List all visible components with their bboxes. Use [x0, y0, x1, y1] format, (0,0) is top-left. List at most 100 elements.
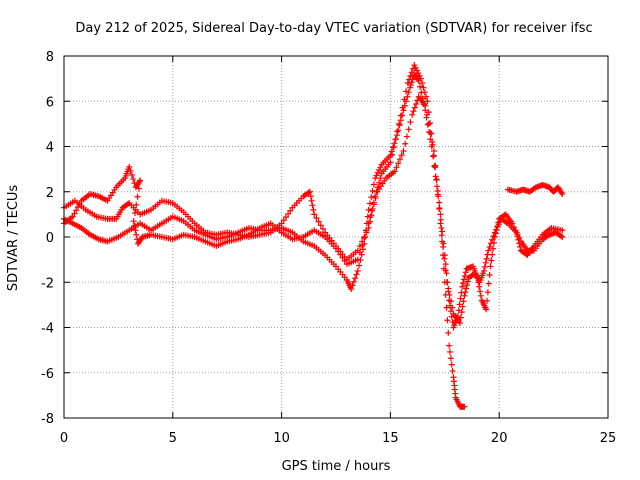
data-point	[370, 201, 377, 208]
data-point	[315, 218, 322, 225]
data-point	[372, 195, 379, 202]
data-point	[337, 251, 344, 258]
data-point	[487, 263, 494, 270]
series-trace-c	[61, 93, 566, 326]
data-point	[455, 307, 462, 314]
data-point	[430, 153, 437, 160]
data-point	[311, 211, 318, 218]
data-point	[457, 295, 464, 302]
x-tick-label: 25	[600, 431, 617, 446]
data-point	[365, 220, 372, 227]
data-point	[74, 204, 81, 211]
y-tick-label: -2	[41, 276, 54, 291]
data-point	[480, 267, 487, 274]
data-point	[420, 84, 427, 91]
data-point	[354, 256, 361, 263]
data-point	[490, 233, 497, 240]
data-point	[356, 249, 363, 256]
data-point	[310, 206, 317, 213]
data-point	[458, 309, 465, 316]
data-point	[429, 138, 436, 145]
data-point	[124, 200, 131, 207]
data-point	[406, 84, 413, 91]
data-point	[422, 102, 429, 109]
data-point	[449, 319, 456, 326]
data-point	[307, 193, 314, 200]
data-point	[349, 282, 356, 289]
data-point	[287, 207, 294, 214]
data-point	[514, 233, 521, 240]
data-point	[443, 304, 450, 311]
data-point	[394, 128, 401, 135]
data-point	[442, 267, 449, 274]
data-point	[516, 240, 523, 247]
data-point	[449, 367, 456, 374]
data-point	[369, 187, 376, 194]
data-point	[372, 175, 379, 182]
data-point	[377, 175, 384, 182]
x-tick-label: 5	[169, 431, 177, 446]
data-point	[131, 222, 138, 229]
data-point	[278, 220, 285, 227]
data-point	[493, 226, 500, 233]
data-point	[439, 238, 446, 245]
data-point	[421, 89, 428, 96]
data-point	[339, 254, 346, 261]
data-point	[317, 222, 324, 229]
data-point	[488, 257, 495, 264]
data-point	[423, 111, 430, 118]
data-point	[405, 126, 412, 133]
x-tick-label: 0	[60, 431, 68, 446]
data-point	[440, 243, 447, 250]
data-point	[477, 288, 484, 295]
data-point	[559, 227, 566, 234]
data-point	[401, 96, 408, 103]
data-point	[445, 285, 452, 292]
data-point	[436, 205, 443, 212]
data-point	[405, 89, 412, 96]
data-point	[489, 236, 496, 243]
data-point	[408, 69, 415, 76]
data-point	[133, 231, 140, 238]
data-point	[354, 267, 361, 274]
data-point	[457, 319, 464, 326]
data-point	[447, 355, 454, 362]
data-point	[491, 229, 498, 236]
data-point	[409, 111, 416, 118]
data-point	[417, 75, 424, 82]
data-point	[438, 232, 445, 239]
data-point	[494, 224, 501, 231]
data-point	[369, 207, 376, 214]
data-point	[443, 270, 450, 277]
data-point	[558, 189, 565, 196]
y-axis-label: SDTVAR / TECUs	[6, 185, 21, 292]
data-point	[482, 259, 489, 266]
data-point	[399, 104, 406, 111]
data-point	[484, 251, 491, 258]
data-point	[374, 169, 381, 176]
data-point	[461, 292, 468, 299]
data-point	[126, 163, 133, 170]
data-point	[434, 191, 441, 198]
data-point	[408, 79, 415, 86]
data-point	[128, 172, 135, 179]
data-point	[441, 255, 448, 262]
data-point	[462, 269, 469, 276]
data-point	[428, 130, 435, 137]
data-series	[61, 62, 566, 410]
data-point	[308, 197, 315, 204]
data-point	[486, 243, 493, 250]
data-point	[459, 303, 466, 310]
y-tick-label: 0	[46, 231, 54, 246]
data-point	[442, 261, 449, 268]
data-point	[419, 80, 426, 87]
data-point	[477, 292, 484, 299]
data-point	[424, 98, 431, 105]
data-point	[361, 234, 368, 241]
data-point	[407, 119, 414, 126]
data-point	[133, 201, 140, 208]
data-point	[513, 229, 520, 236]
data-point	[517, 243, 524, 250]
data-point	[393, 164, 400, 171]
data-point	[486, 272, 493, 279]
